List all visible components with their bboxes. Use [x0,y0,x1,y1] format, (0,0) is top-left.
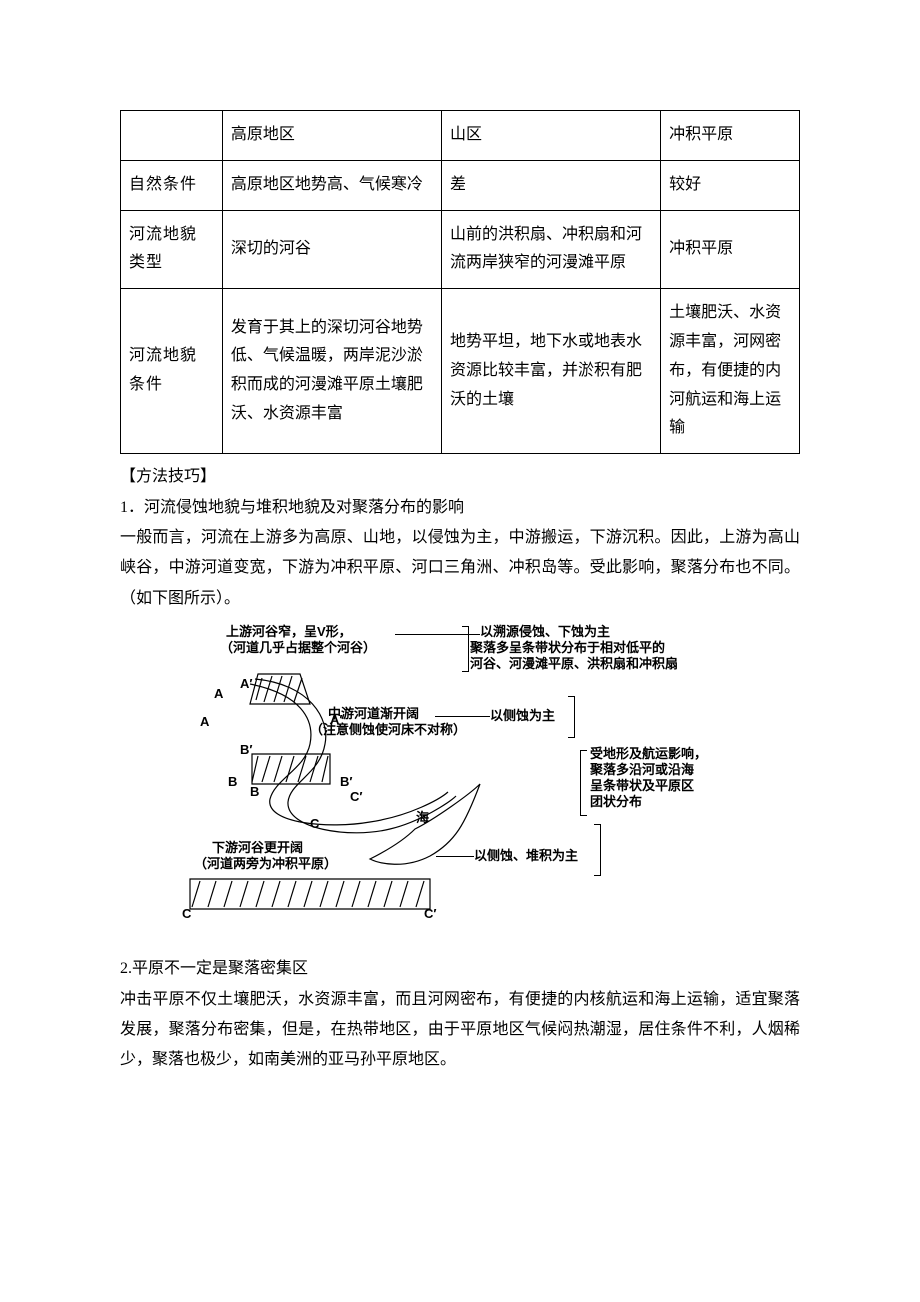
diagram-label: （河道几乎占据整个河谷） [220,640,376,657]
diagram-label: 河谷、河漫滩平原、洪积扇和冲积扇 [470,656,678,673]
table-cell: 河流地貌条件 [121,289,223,454]
bracket [580,750,587,816]
diagram-label: 中游河道渐开阔 [328,706,419,723]
diagram-label: 聚落多呈条带状分布于相对低平的 [470,640,665,657]
table-row: 河流地貌类型 深切的河谷 山前的洪积扇、冲积扇和河流两岸狭窄的河漫滩平原 冲积平… [121,210,800,289]
diagram-label: 下游河谷更开阔 [212,840,303,857]
diagram-label: B [250,784,259,801]
point1-body: 一般而言，河流在上游多为高原、山地，以侵蚀为主，中游搬运，下游沉积。因此，上游为… [120,523,800,614]
document-page: 高原地区 山区 冲积平原 自然条件 高原地区地势高、气候寒冷 差 较好 河流地貌… [0,0,920,1236]
table-cell: 发育于其上的深切河谷地势低、气候温暖，两岸泥沙淤积而成的河漫滩平原土壤肥沃、水资… [222,289,441,454]
table-cell: 土壤肥沃、水资源丰富，河网密布，有便捷的内河航运和海上运输 [661,289,800,454]
diagram-label: C [310,816,319,833]
diagram-label: C [182,906,191,923]
table-cell: 冲积平原 [661,111,800,161]
diagram-label: 受地形及航运影响， [590,746,707,763]
point2-title: 2.平原不一定是聚落密集区 [120,954,800,984]
table-cell: 高原地区 [222,111,441,161]
diagram-label: C′ [350,789,363,806]
diagram-label: 以侧蚀、堆积为主 [474,848,578,865]
table-row: 自然条件 高原地区地势高、气候寒冷 差 较好 [121,160,800,210]
diagram-label: 上游河谷窄，呈V形， [226,624,352,641]
diagram-label: C′ [424,906,437,923]
diagram-label: （注意侧蚀使河床不对称） [310,722,466,739]
diagram-label: A′ [240,676,253,693]
table-cell: 高原地区地势高、气候寒冷 [222,160,441,210]
table-cell: 冲积平原 [661,210,800,289]
diagram-label: 聚落多沿河或沿海 [590,762,694,779]
diagram-label: 海 [416,810,429,827]
diagram-label: 团状分布 [590,794,642,811]
point1-title: 1．河流侵蚀地貌与堆积地貌及对聚落分布的影响 [120,493,800,523]
diagram-label: A [214,686,223,703]
landform-table: 高原地区 山区 冲积平原 自然条件 高原地区地势高、气候寒冷 差 较好 河流地貌… [120,110,800,454]
diagram-label: （河道两旁为冲积平原） [194,856,337,873]
diagram-label: A [200,714,209,731]
bracket [594,824,601,876]
table-cell: 山前的洪积扇、冲积扇和河流两岸狭窄的河漫滩平原 [441,210,660,289]
section-label: 【方法技巧】 [120,462,800,492]
connector-line [436,856,474,857]
table-row: 高原地区 山区 冲积平原 [121,111,800,161]
table-cell: 较好 [661,160,800,210]
diagram-label: 以溯源侵蚀、下蚀为主 [480,624,610,641]
table-row: 河流地貌条件 发育于其上的深切河谷地势低、气候温暖，两岸泥沙淤积而成的河漫滩平原… [121,289,800,454]
diagram-label: 以侧蚀为主 [490,708,555,725]
connector-line [435,716,490,717]
table-cell: 差 [441,160,660,210]
table-cell: 自然条件 [121,160,223,210]
bracket [568,696,575,738]
table-cell: 河流地貌类型 [121,210,223,289]
bracket [462,626,469,672]
river-diagram: 上游河谷窄，呈V形， （河道几乎占据整个河谷） A A′ A A′ 中游河道渐开… [180,624,740,924]
table-cell [121,111,223,161]
table-cell: 地势平坦，地下水或地表水资源比较丰富，并淤积有肥沃的土壤 [441,289,660,454]
diagram-label: B [228,774,237,791]
point2-body: 冲击平原不仅土壤肥沃，水资源丰富，而且河网密布，有便捷的内核航运和海上运输，适宜… [120,985,800,1076]
diagram-label: B′ [240,742,253,759]
table-cell: 山区 [441,111,660,161]
diagram-wrap: 上游河谷窄，呈V形， （河道几乎占据整个河谷） A A′ A A′ 中游河道渐开… [120,624,800,924]
diagram-label: 呈条带状及平原区 [590,778,694,795]
table-cell: 深切的河谷 [222,210,441,289]
